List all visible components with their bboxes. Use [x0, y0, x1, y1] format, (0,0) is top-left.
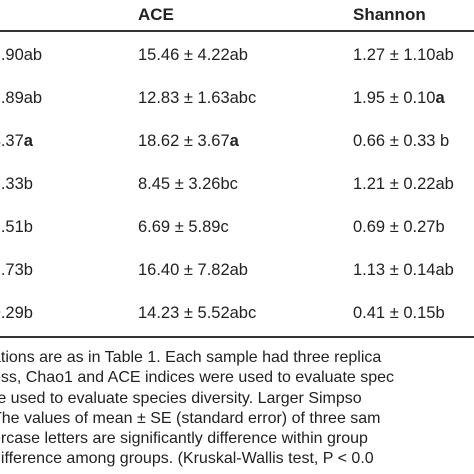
table-footnote: ations are as in Table 1. Each sample ha…	[0, 348, 474, 470]
footnote-line: difference among groups. (Kruskal-Wallis…	[0, 450, 374, 468]
footnote-line: The values of mean ± SE (standard error)…	[0, 409, 381, 427]
significance-letter: a	[23, 132, 33, 150]
cell-shannon: 0.66 ± 0.33 b	[353, 132, 450, 150]
cell-ace: 8.45 ± 3.26bc	[138, 175, 238, 193]
footnote-line: ations are as in Table 1. Each sample ha…	[0, 349, 382, 366]
bottom-rule	[0, 336, 474, 338]
cell: ± 0.29b	[0, 304, 33, 322]
cell-shannon: 0.41 ± 0.15b	[353, 304, 445, 322]
cell-ace: 15.46 ± 4.22ab	[138, 46, 248, 64]
cell: ± 3.33b	[0, 175, 33, 193]
cell-ace: 16.40 ± 7.82ab	[138, 261, 248, 279]
cell-shannon: 1.27 ± 1.10ab	[353, 46, 454, 64]
header-ace: ACE	[138, 5, 174, 24]
cell-shannon: 0.69 ± 0.27b	[353, 218, 445, 236]
footnote-line: ess, Chao1 and ACE indices were used to …	[0, 369, 395, 387]
cell-ace: 14.23 ± 5.52abc	[138, 304, 257, 322]
cell-ace: 12.83 ± 1.63abc	[138, 89, 257, 107]
cell-value: 18.62 ± 3.67	[138, 132, 230, 150]
table-row: ± 1.73b 16.40 ± 7.82ab 1.13 ± 0.14ab	[0, 256, 474, 285]
footnote-line: re used to evaluate species diversity. L…	[0, 389, 362, 407]
cell-ace: 6.69 ± 5.89c	[138, 218, 229, 236]
cell: ± 2.89ab	[0, 89, 43, 107]
cell-value: ± 4.37	[0, 132, 24, 150]
table-row: ± 4.37a 18.62 ± 3.67a 0.66 ± 0.33 b	[0, 127, 474, 156]
cell-shannon: 1.95 ± 0.10a	[353, 84, 445, 113]
table-row: ± 2.89ab 12.83 ± 1.63abc 1.95 ± 0.10a	[0, 84, 474, 113]
cell: ± 1.73b	[0, 261, 33, 279]
cell-shannon: 1.13 ± 0.14ab	[353, 261, 454, 279]
cell-shannon: 1.21 ± 0.22ab	[353, 175, 454, 193]
cell: ± 4.37a	[0, 127, 33, 156]
header-shannon: Shannon	[353, 5, 426, 24]
cell-value: 1.95 ± 0.10	[353, 89, 436, 107]
significance-letter: a	[435, 89, 445, 107]
table-row: ± 1.51b 6.69 ± 5.89c 0.69 ± 0.27b	[0, 213, 474, 242]
cell-ace: 18.62 ± 3.67a	[138, 127, 239, 156]
table-row: ± 3.90ab 15.46 ± 4.22ab 1.27 ± 1.10ab	[0, 41, 474, 70]
footnote-line: ercase letters are significantly differe…	[0, 430, 368, 448]
table-row: ± 0.29b 14.23 ± 5.52abc 0.41 ± 0.15b	[0, 299, 474, 328]
table-row: ± 3.33b 8.45 ± 3.26bc 1.21 ± 0.22ab	[0, 170, 474, 199]
header-rule	[0, 30, 474, 32]
cell: ± 1.51b	[0, 218, 33, 236]
significance-letter: a	[229, 132, 239, 150]
cell: ± 3.90ab	[0, 46, 43, 64]
